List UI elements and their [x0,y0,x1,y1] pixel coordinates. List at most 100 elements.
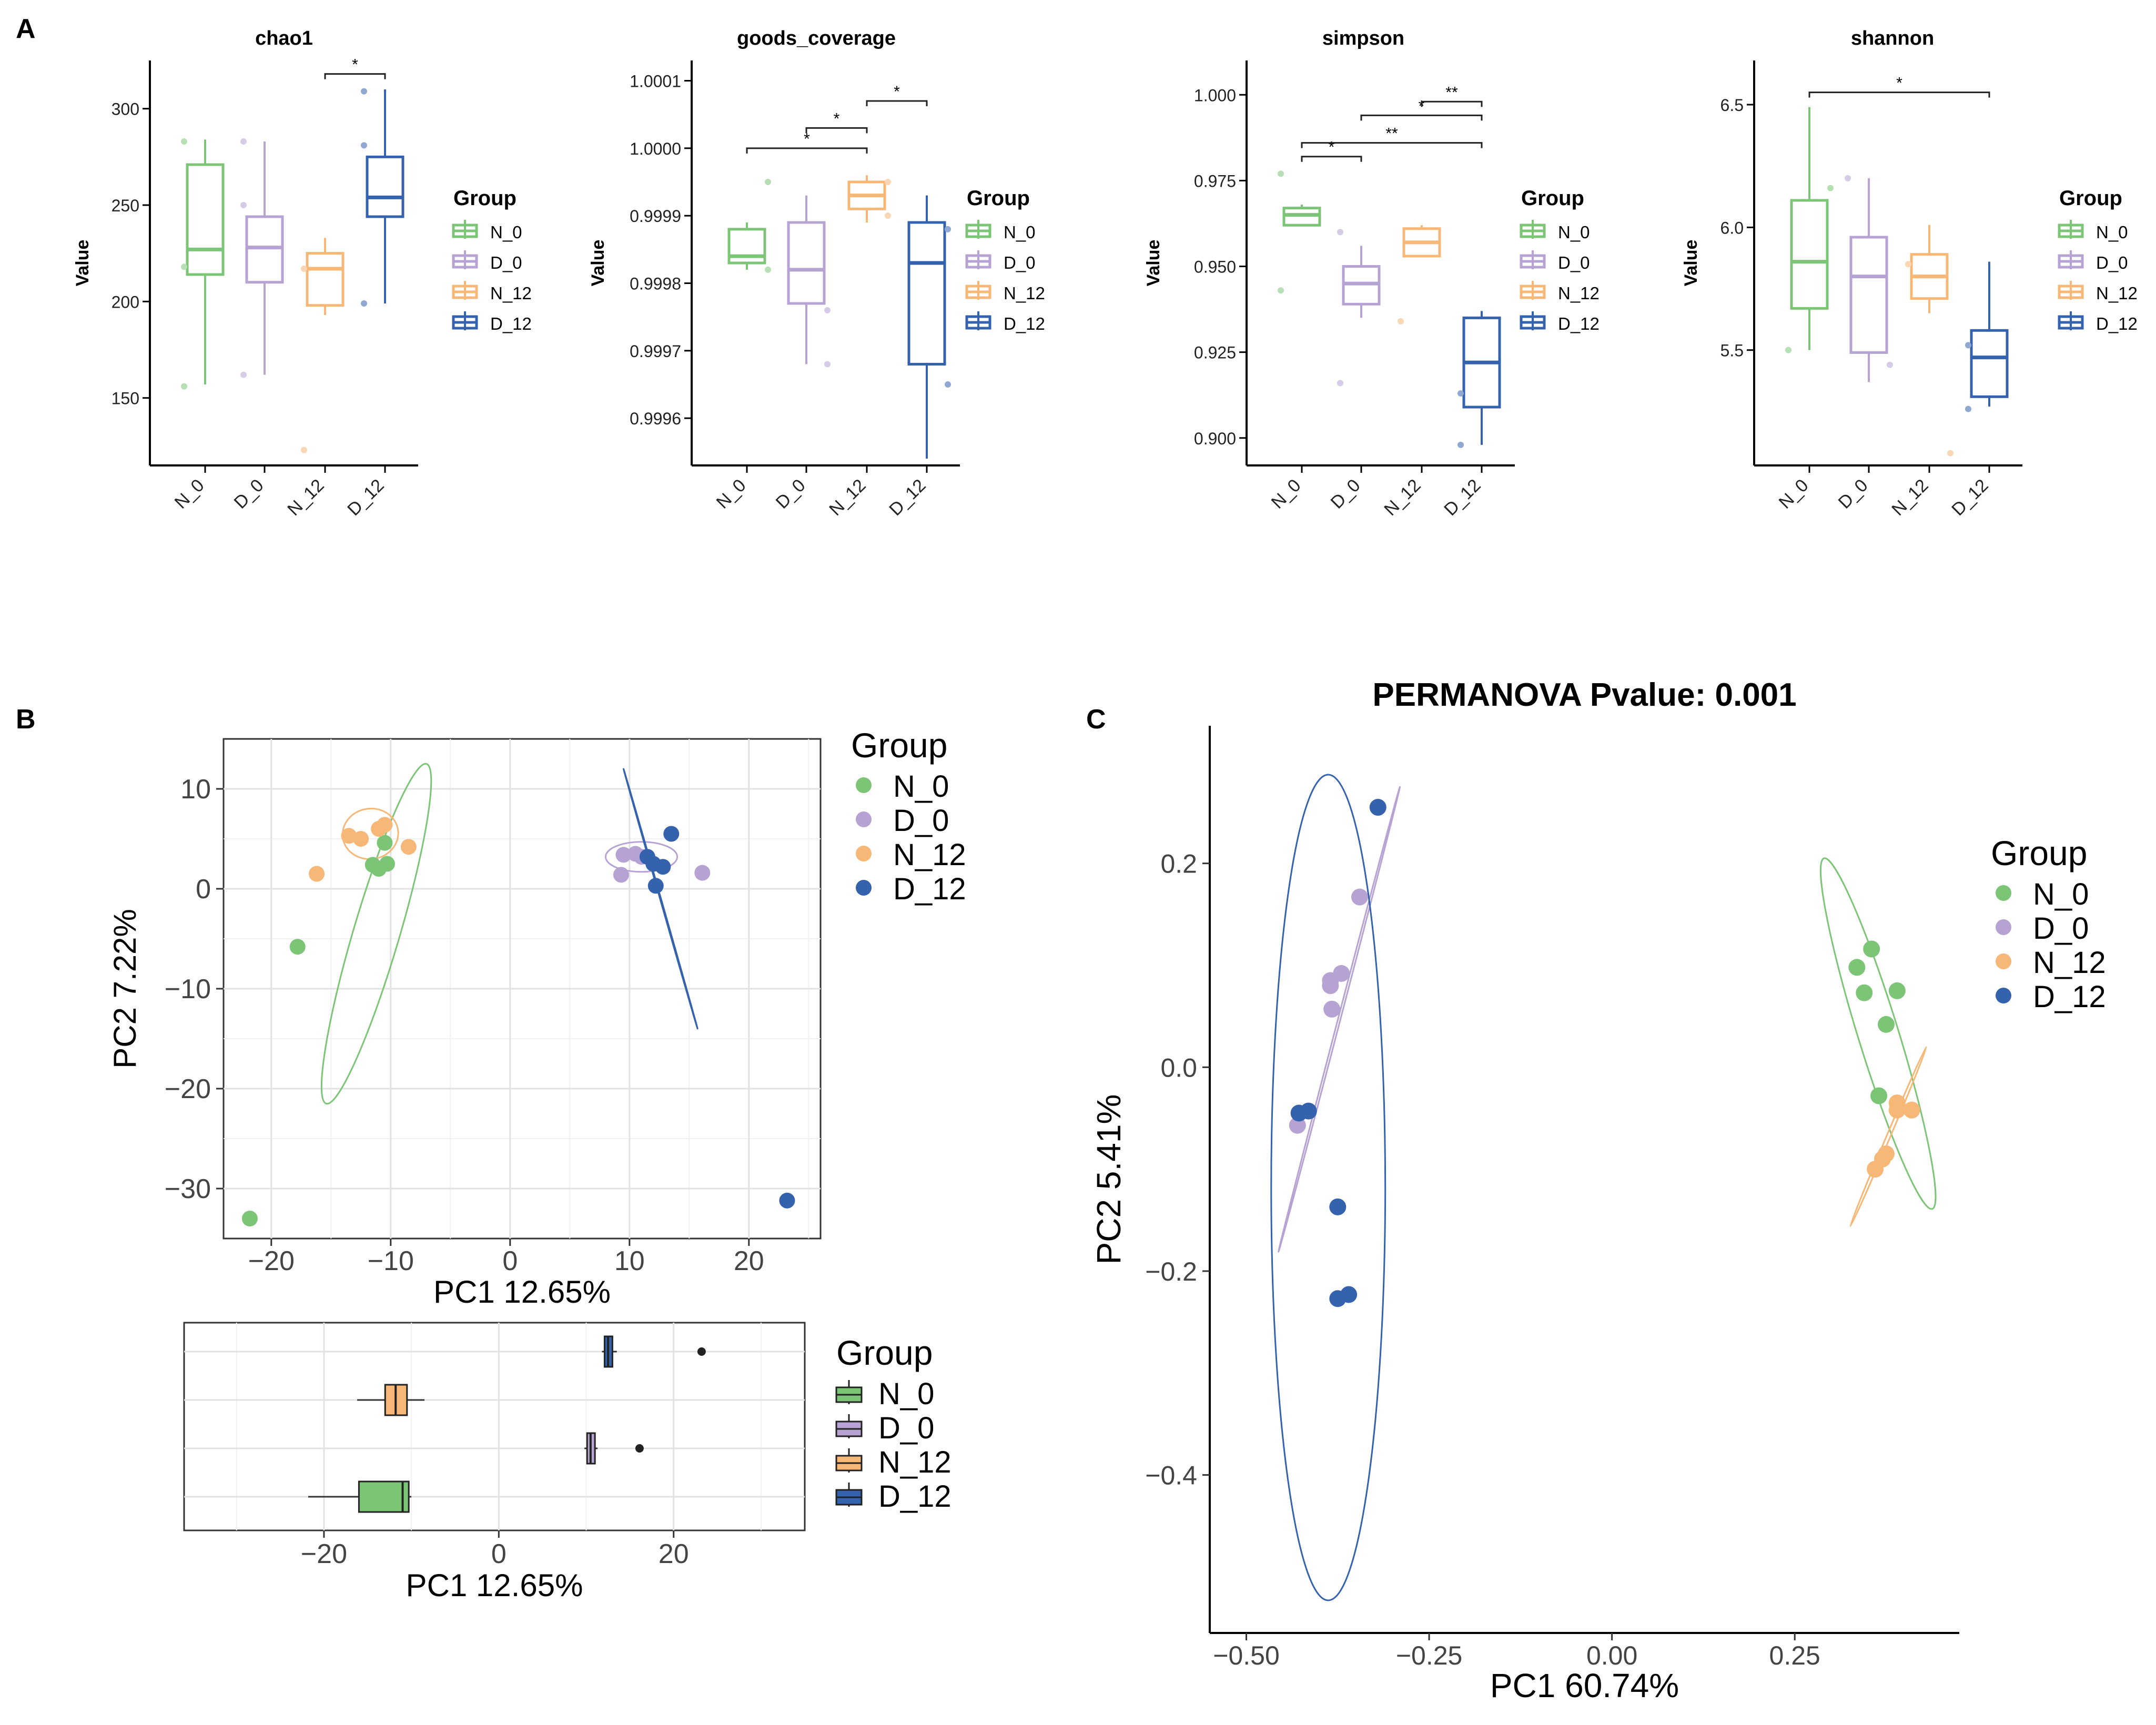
point-N_12 [400,839,417,855]
legend-key-dot [1996,953,2011,969]
horizontal-box-chart: −20 0 20 PC1 12.65% Group N_0D_0N_12D_12 [183,1322,952,1603]
point-D_0 [613,867,629,883]
y-axis-label: Value [1681,240,1701,287]
chart-title: chao1 [255,27,313,49]
significance-bracket [1421,100,1483,107]
significance-bracket [866,100,928,106]
x-axis-label: PC1 60.74% [1490,1667,1679,1704]
y-tick-label: −30 [165,1174,211,1204]
chart-title: goods_coverage [737,27,896,49]
significance-bracket [805,127,868,134]
legend-key-dot [856,777,872,793]
point-D_0 [1322,977,1339,995]
point-D_12 [1369,799,1386,816]
legend-label: N_12 [1004,283,1045,303]
panel-letter-a: A [16,14,36,44]
legend-title: Group [1991,834,2087,872]
data-point [181,383,187,390]
significance-bracket [1301,156,1362,162]
data-point [301,266,307,272]
significance-label: * [1329,139,1335,156]
data-point [765,266,771,273]
legend-label: D_12 [1004,314,1045,333]
ellipse-N_0 [320,763,432,1105]
y-tick-label: 150 [112,389,139,408]
point-N_0 [1856,984,1873,1001]
data-point [240,202,247,208]
legend-label: D_12 [893,872,966,906]
point-D_12 [1300,1102,1317,1120]
box-D_12 [366,155,404,218]
data-point [1905,261,1911,268]
legend-label: D_12 [1558,314,1600,333]
point-N_0 [241,1211,258,1226]
significance-label: * [894,83,900,100]
panel-letter-b: B [16,704,36,735]
legend-label: D_12 [878,1479,952,1514]
data-point [1965,405,1971,412]
legend-label: D_12 [2033,980,2106,1014]
y-tick-label: 0.9997 [630,342,681,361]
significance-label: * [352,56,358,74]
box-D_0 [787,221,826,305]
legend-label: D_0 [2096,253,2128,272]
y-tick-label: 0.9999 [630,207,681,226]
point-N_0 [1863,940,1880,958]
legend-key-dot [1996,885,2011,901]
legend-key-dot [856,846,872,861]
y-tick-label: 0.900 [1194,429,1236,448]
y-tick-label: −0.4 [1145,1461,1197,1490]
y-tick-label: 5.5 [1720,341,1744,360]
legend-label: D_0 [1558,253,1590,272]
y-axis-label: Value [1143,240,1163,287]
legend-key-dot [856,811,872,827]
y-tick-label: 1.0000 [630,139,681,158]
y-tick-label: 1.000 [1194,86,1236,105]
point-D_12 [647,878,664,894]
point-D_0 [1351,888,1368,906]
point-D_12 [779,1192,795,1209]
point-D_0 [1323,1000,1341,1018]
data-point [1845,175,1851,181]
data-point [1965,342,1971,349]
point-N_12 [341,828,357,844]
point-D_12 [1340,1286,1358,1303]
legend-title: Group [836,1333,933,1372]
box-N_0 [1790,199,1829,310]
x-tick-label: 10 [614,1246,645,1276]
ellipse-D_0 [604,841,679,873]
legend-title: Group [2059,187,2122,210]
x-tick-label: −20 [248,1246,295,1276]
y-tick-label: 0.975 [1194,171,1236,190]
legend-label: D_0 [2033,911,2089,946]
significance-label: * [804,130,810,148]
box-chart-simpson: simpson Value 0.900 0.925 0.950 0.975 1.000 N_0… [1143,27,1600,520]
box-D_0 [245,215,284,284]
point-N_0 [1870,1087,1888,1104]
x-tick-label: −10 [368,1246,414,1276]
legend-label: N_12 [893,838,966,872]
legend-title: Group [1521,187,1584,210]
significance-label: ** [1445,84,1458,101]
point-D_12 [1329,1198,1347,1215]
box-N_0 [358,1480,410,1513]
legend-key-dot [1996,919,2011,935]
box-outlier [635,1444,644,1453]
significance-bracket [1360,114,1483,121]
box-outlier [697,1347,706,1356]
y-axis-label: Value [73,240,93,287]
legend-label: D_0 [1004,253,1036,272]
x-tick-label: 0.25 [1769,1641,1820,1670]
point-D_12 [663,826,680,842]
y-tick-label: 0.9996 [630,409,681,428]
data-point [1337,229,1343,236]
data-point [945,381,951,388]
data-point [824,307,831,313]
point-N_0 [377,835,393,851]
legend-label: N_0 [1558,222,1590,242]
legend-label: D_12 [490,314,532,333]
data-point [1278,287,1284,294]
y-tick-label: 0.925 [1194,343,1236,362]
y-tick-label: 1.0001 [630,72,681,91]
